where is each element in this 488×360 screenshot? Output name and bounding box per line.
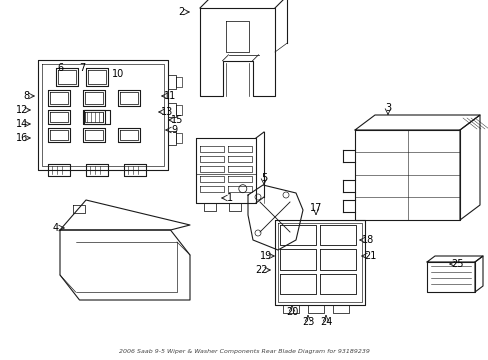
Text: 7: 7 [79,63,85,73]
Text: 12: 12 [16,105,28,115]
Text: 19: 19 [259,251,271,261]
Text: 22: 22 [255,265,268,275]
Text: 8: 8 [23,91,29,101]
Text: 11: 11 [163,91,176,101]
Text: 23: 23 [301,317,314,327]
Text: 14: 14 [16,119,28,129]
Text: 24: 24 [319,317,331,327]
Text: 21: 21 [363,251,375,261]
Text: 25: 25 [451,259,463,269]
Text: 18: 18 [361,235,373,245]
Text: 20: 20 [285,307,298,317]
Text: 10: 10 [112,69,124,79]
Text: 5: 5 [260,173,266,183]
Text: 9: 9 [171,125,177,135]
Text: 4: 4 [53,223,59,233]
Text: 16: 16 [16,133,28,143]
Text: 15: 15 [170,115,183,125]
Text: 17: 17 [309,203,322,213]
Text: 3: 3 [384,103,390,113]
Text: 2: 2 [178,7,184,17]
Text: 1: 1 [226,193,233,203]
Text: 6: 6 [57,63,63,73]
Text: 13: 13 [161,107,173,117]
Text: 2006 Saab 9-5 Wiper & Washer Components Rear Blade Diagram for 93189239: 2006 Saab 9-5 Wiper & Washer Components … [119,349,369,354]
